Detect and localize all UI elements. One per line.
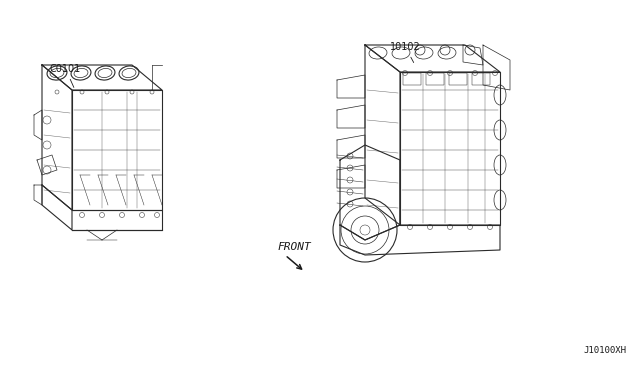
Bar <box>449 73 467 85</box>
Bar <box>472 73 490 85</box>
Text: 10102: 10102 <box>390 42 420 62</box>
Text: FRONT: FRONT <box>278 242 312 252</box>
Bar <box>403 73 421 85</box>
Text: C0101: C0101 <box>50 64 81 87</box>
Bar <box>426 73 444 85</box>
Text: J10100XH: J10100XH <box>583 346 626 355</box>
